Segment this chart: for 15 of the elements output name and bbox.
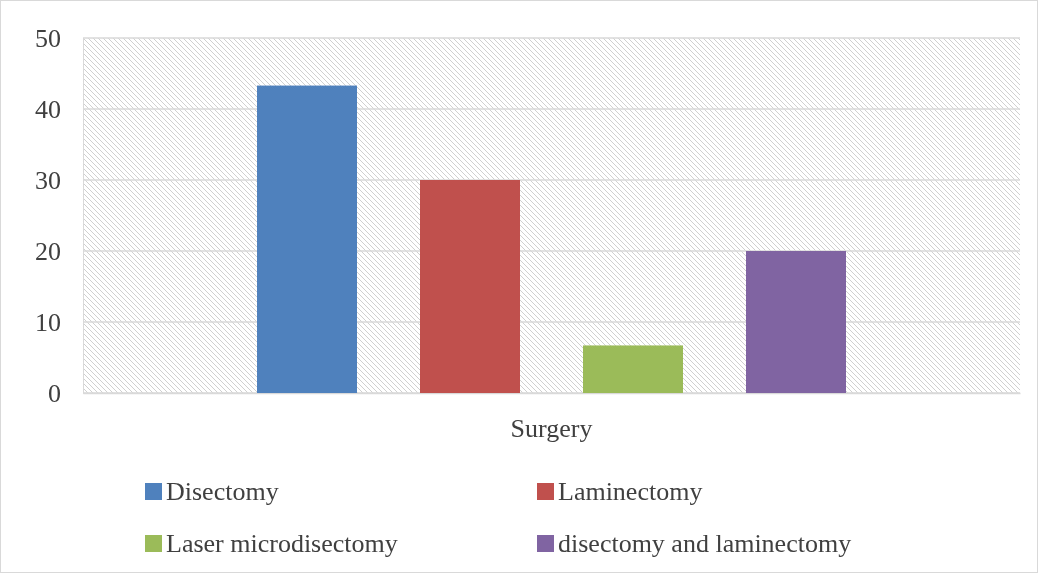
y-tick-label: 0: [48, 378, 61, 408]
legend-label: Laminectomy: [558, 477, 703, 506]
bar: [583, 345, 683, 393]
legend-label: Disectomy: [166, 477, 279, 506]
bar: [746, 251, 846, 393]
legend-label: Laser microdisectomy: [166, 529, 398, 558]
y-tick-label: 20: [35, 236, 61, 266]
bar: [257, 85, 357, 393]
bar: [420, 180, 520, 393]
x-tick-label: Surgery: [510, 414, 593, 444]
y-tick-label: 50: [35, 23, 61, 53]
y-tick-label: 40: [35, 94, 61, 124]
y-tick-label: 10: [35, 307, 61, 337]
legend-label: disectomy and laminectomy: [558, 529, 852, 558]
y-tick-label: 30: [35, 165, 61, 195]
